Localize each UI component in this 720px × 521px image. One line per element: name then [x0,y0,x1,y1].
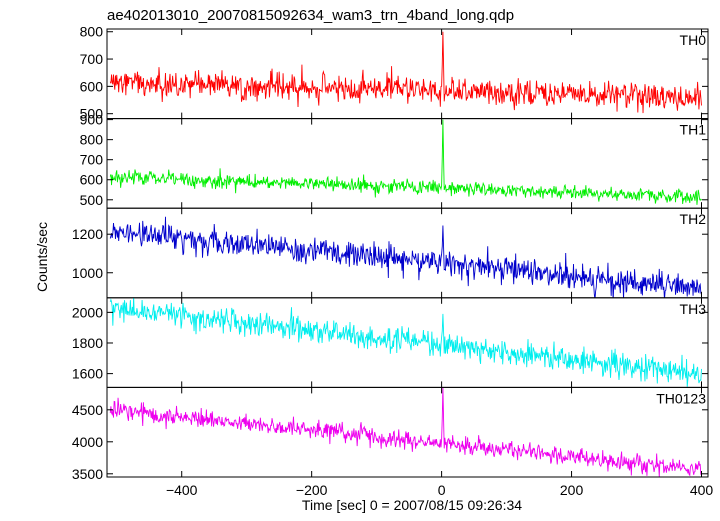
panel-label-th2: TH2 [680,211,707,227]
panel-th3: 1600 1800 2000 TH3 [72,297,709,388]
panel-th1: 500 600 700 800 900 TH1 [80,112,709,209]
y-tick-label: 900 [80,112,104,128]
y-tick-label: 700 [80,51,104,67]
x-tick-label: 0 [438,482,446,498]
panel-frame [106,386,709,478]
y-tick-label: 4500 [72,402,103,418]
y-axis-label: Counts/sec [34,222,50,292]
panel-frame [106,28,709,120]
y-tick-label: 800 [80,24,104,40]
panel-label-th0123: TH0123 [656,390,706,406]
chart-title: ae402013010_20070815092634_wam3_trn_4ban… [107,7,514,24]
y-tick-label: 500 [80,106,104,122]
y-tick-label: 2000 [72,304,103,320]
panel-label-th0: TH0 [680,32,707,48]
series-line-th0 [109,31,702,114]
series-line-th2 [109,216,702,298]
y-tick-label: 1800 [72,335,103,351]
x-tick-label: −400 [166,482,198,498]
panels: 500 600 700 800 TH0 500 600 700 800 900 TH1 1000 120… [72,24,709,482]
y-tick-label: 1200 [72,226,103,242]
panel-th0: 500 600 700 800 TH0 [80,24,709,122]
y-tick-label: 1000 [72,265,103,281]
panel-label-th3: TH3 [680,301,707,317]
y-tick-label: 4000 [72,434,103,450]
panel-th0123: 3500 4000 4500 TH0123 [72,386,709,482]
panel-label-th1: TH1 [680,122,707,138]
x-tick-label: 200 [560,482,584,498]
y-tick-label: 3500 [72,466,103,482]
series-line-th3 [109,297,702,387]
x-tick-label: 400 [690,482,714,498]
x-tick-label: −200 [296,482,328,498]
y-tick-label: 1600 [72,366,103,382]
series-line-th0123 [109,387,702,477]
x-axis-label: Time [sec] 0 = 2007/08/15 09:26:34 [302,497,522,513]
series-line-th1 [109,119,702,205]
y-tick-label: 500 [80,192,104,208]
y-tick-label: 700 [80,152,104,168]
panel-th2: 1000 1200 TH2 [72,207,709,299]
y-tick-label: 600 [80,78,104,94]
x-axis: −400 −200 0 200 400 [166,482,713,498]
y-tick-label: 800 [80,132,104,148]
y-tick-label: 600 [80,172,104,188]
